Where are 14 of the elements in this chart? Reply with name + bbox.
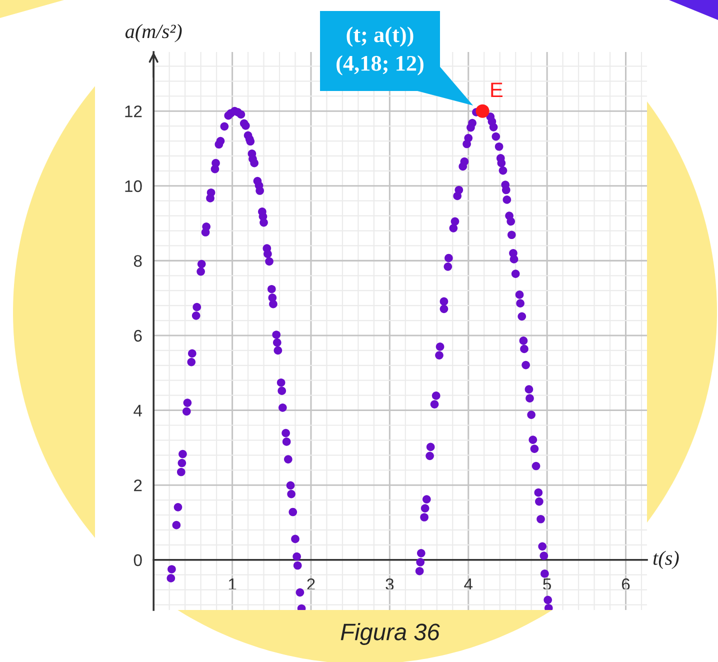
y-tick-label: 4 <box>134 404 142 416</box>
y-tick-label: 8 <box>134 255 142 267</box>
x-tick-label: 6 <box>622 578 630 590</box>
text: Figura 36 <box>340 622 440 646</box>
series-label: E <box>491 82 502 98</box>
x-tick-label: 4 <box>464 578 473 590</box>
y-tick-label: 12 <box>125 105 142 118</box>
y-tick-label: 6 <box>134 330 142 342</box>
annotation: (t; a(t)) (4,18; 12) <box>336 26 424 76</box>
y-tick-label: 0 <box>134 554 142 566</box>
y-tick-label: 2 <box>134 479 142 492</box>
y-tick-label: 10 <box>125 180 142 192</box>
y-axis-title: a(m/s²) <box>125 24 182 42</box>
x-axis-title: t(s) <box>653 550 679 570</box>
